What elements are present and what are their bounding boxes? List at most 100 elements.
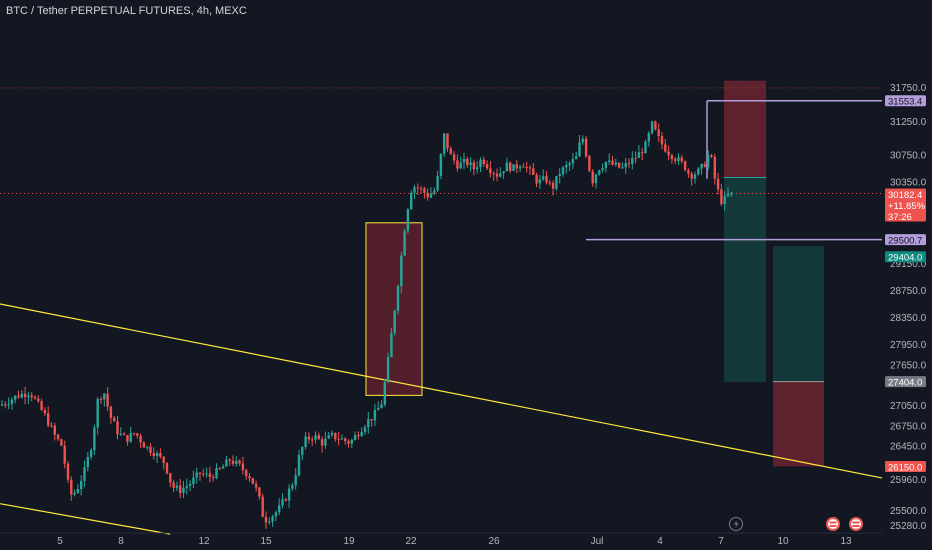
candle-down <box>482 156 485 167</box>
candle-down <box>284 497 287 502</box>
candle-down <box>172 479 175 492</box>
candle-up <box>571 152 575 169</box>
candle-down <box>535 172 538 188</box>
price-tick-label: 25960.0 <box>890 475 927 486</box>
candle-up <box>353 431 357 441</box>
candle-up <box>195 467 198 484</box>
candle-body <box>509 162 512 171</box>
candle-up <box>410 190 413 211</box>
candle-body <box>373 410 377 421</box>
candle-body <box>641 152 644 154</box>
candle-body <box>83 467 86 481</box>
price-tick-label: 25280.0 <box>890 521 927 532</box>
candle-down <box>63 440 66 469</box>
candle-body <box>713 156 716 179</box>
candle-down <box>485 160 489 171</box>
flag-icon-1-inner <box>828 519 838 529</box>
candle-body <box>350 439 353 444</box>
candle-body <box>594 174 598 184</box>
price-axis[interactable]: 25280.0 25500.0 25960.0 26150.0 26450.0 26750… <box>882 0 932 550</box>
candle-body <box>93 427 96 451</box>
candle-up <box>373 403 377 427</box>
candle-body <box>512 164 515 171</box>
candle-up <box>304 431 307 450</box>
candle-body <box>245 470 248 477</box>
candle-down <box>311 436 314 446</box>
candle-up <box>578 134 581 158</box>
resistance-price-tag-text: 31553.4 <box>888 97 922 108</box>
candle-down <box>43 407 47 416</box>
time-tick-label: 13 <box>840 536 852 547</box>
candle-down <box>30 392 33 402</box>
axis-icons[interactable] <box>729 517 864 531</box>
candle-body <box>40 401 43 410</box>
candle-body <box>730 192 733 195</box>
candle-body <box>443 133 446 154</box>
candle-body <box>304 436 307 448</box>
candle-up <box>469 157 472 172</box>
candle-up <box>429 187 433 199</box>
candle-down <box>99 396 103 404</box>
candle-down <box>426 188 429 201</box>
candle-body <box>400 255 403 287</box>
candle-body <box>344 438 347 442</box>
candle-body <box>591 171 594 184</box>
lightning-icon-ring <box>729 517 743 531</box>
candle-up <box>350 438 353 449</box>
candle-body <box>456 160 459 169</box>
candle-up <box>558 168 561 184</box>
candle-down <box>264 511 268 529</box>
candle-body <box>551 182 555 189</box>
candle-series <box>0 120 733 529</box>
candle-body <box>314 435 317 440</box>
candle-body <box>611 160 614 165</box>
lower-trendline <box>0 503 171 535</box>
candle-body <box>268 521 271 523</box>
candle-up <box>363 424 367 436</box>
candle-body <box>393 310 396 334</box>
candle-down <box>66 461 70 483</box>
candle-body <box>192 477 195 484</box>
candle-body <box>27 395 30 398</box>
candle-down <box>261 493 264 518</box>
candle-body <box>723 195 726 205</box>
candle-up <box>192 470 195 489</box>
candle-body <box>637 152 641 158</box>
candle-down <box>492 171 495 181</box>
candle-body <box>251 478 254 484</box>
candle-body <box>568 163 571 166</box>
candle-down <box>489 161 492 178</box>
flag-icon-2-stripe-1 <box>852 521 860 524</box>
candle-up <box>723 191 726 212</box>
candle-body <box>357 434 360 437</box>
candle-up <box>697 167 700 176</box>
candle-body <box>575 156 578 160</box>
upper-trendline <box>0 303 883 479</box>
candle-down <box>113 415 116 422</box>
candle-up <box>73 489 76 497</box>
candle-body <box>360 431 363 437</box>
candle-body <box>621 167 624 169</box>
candle-down <box>472 159 476 176</box>
candle-up <box>443 132 446 157</box>
candle-body <box>70 479 73 495</box>
candle-body <box>215 468 218 479</box>
chart-title: BTC / Tether PERPETUAL FUTURES, 4h, MEXC <box>6 5 247 17</box>
price-tick-label: 28350.0 <box>890 313 927 324</box>
candle-body <box>63 445 66 464</box>
candle-up <box>278 498 281 516</box>
candle-body <box>20 393 23 398</box>
candle-body <box>330 432 334 436</box>
stop-price-tag-bg <box>885 460 926 472</box>
candle-body <box>254 483 258 488</box>
candle-body <box>235 460 238 464</box>
candle-body <box>320 439 324 446</box>
candle-body <box>136 433 139 436</box>
candle-body <box>654 121 657 130</box>
time-axis[interactable]: 5 8 12 15 19 22 26 Jul 4 7 10 13 <box>0 532 882 547</box>
time-tick-label: 15 <box>260 536 272 547</box>
stop-price-tag: 26150.0 <box>885 460 926 473</box>
candle-body <box>10 399 14 405</box>
candle-up <box>476 161 479 174</box>
